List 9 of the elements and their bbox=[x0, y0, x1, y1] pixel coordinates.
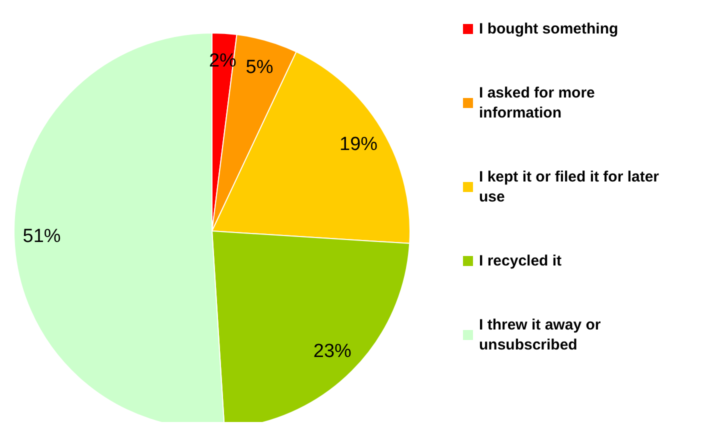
legend-label: I threw it away or unsubscribed bbox=[479, 316, 605, 354]
legend-label: I recycled it bbox=[479, 252, 562, 270]
data-label: 19% bbox=[340, 134, 378, 155]
data-label: 51% bbox=[22, 226, 61, 247]
legend-label: I kept it or filed it for later use bbox=[479, 168, 664, 206]
data-label: 23% bbox=[313, 340, 352, 362]
data-label: 5% bbox=[246, 56, 274, 78]
legend-label: I asked for more information bbox=[479, 84, 600, 122]
legend-label: I bought something bbox=[479, 20, 618, 38]
